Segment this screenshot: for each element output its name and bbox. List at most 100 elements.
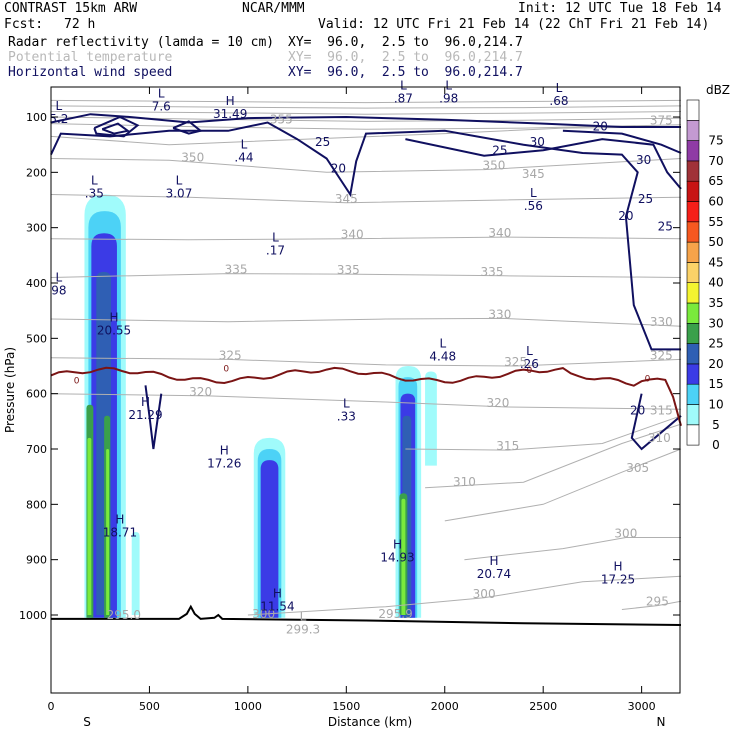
colorbar-swatch-13 (686, 160, 700, 182)
extremum-letter-9: L (530, 186, 537, 200)
extremum-value-2: 31.49 (213, 107, 247, 121)
theta-contour-0 (50, 99, 682, 104)
extremum-letter-14: L (526, 344, 533, 358)
colorbar-label-13: 65 (708, 174, 723, 188)
extremum-value-9: .56 (524, 199, 543, 213)
extremum-letter-16: L (343, 397, 350, 411)
extremum-letter-6: L (91, 174, 98, 188)
colorbar-swatch-12 (686, 180, 700, 202)
colorbar-swatch-0 (686, 424, 700, 446)
extremum-letter-12: H (109, 311, 118, 325)
extremum-letter-19: H (393, 538, 402, 552)
colorbar-label-14: 70 (708, 154, 723, 168)
theta-label-25: 295 (646, 595, 669, 609)
colorbar-swatch-5 (686, 322, 700, 344)
theta-label-17: 320 (486, 396, 509, 410)
extremum-letter-21: H (613, 560, 622, 574)
colorbar-label-7: 35 (708, 296, 723, 310)
colorbar-swatch-11 (686, 201, 700, 223)
field-radar-name: Radar reflectivity (lamda = 10 cm) (8, 35, 275, 50)
wind-label-0: 25 (315, 135, 330, 149)
colorbar-label-3: 15 (708, 377, 723, 391)
colorbar-swatch-14 (686, 140, 700, 162)
theta-label-16: 320 (189, 385, 212, 399)
theta-label-22: 305 (626, 461, 649, 475)
wind-contour-8 (172, 120, 203, 135)
colorbar-label-0: 0 (712, 438, 720, 452)
extremum-value-10: .17 (266, 244, 285, 258)
y-tick-label-1: 200 (26, 166, 47, 179)
colorbar-swatch-2 (686, 383, 700, 405)
plot-title: CONTRAST 15km ARW (4, 1, 138, 16)
extremum-letter-1: L (56, 99, 63, 113)
theta-label-28: 295.0 (107, 608, 141, 622)
extremum-value-19: 14.93 (380, 551, 414, 565)
x-axis-label: Distance (km) (328, 715, 412, 729)
theta-label-6: 340 (341, 228, 364, 242)
extremum-letter-0: L (158, 87, 165, 101)
colorbar-label-15: 75 (708, 134, 723, 148)
colorbar-label-6: 30 (708, 316, 723, 330)
zero-line-label-0: 0 (74, 377, 80, 387)
wind-contour-7 (630, 393, 682, 451)
extremum-letter-11: L (56, 270, 63, 284)
extremum-value-13: 4.48 (429, 350, 456, 364)
y-tick-label-0: 100 (26, 111, 47, 124)
colorbar-swatch-8 (686, 262, 700, 283)
extremum-letter-17: H (220, 444, 229, 458)
theta-contour-13 (405, 415, 682, 451)
reflectivity-cell-18 (131, 532, 140, 615)
extremum-value-7: 3.07 (166, 187, 193, 201)
y-axis-label: Pressure (hPa) (3, 347, 17, 433)
wind-label-3: 30 (530, 135, 545, 149)
extremum-value-18: 18.71 (103, 526, 137, 540)
zero-line-label-2: 0 (527, 366, 533, 376)
colorbar-label-10: 50 (708, 235, 723, 249)
theta-label-20: 310 (648, 431, 671, 445)
reflectivity-cell-10 (260, 460, 279, 618)
wind-contour-6 (144, 385, 163, 450)
wind-label-2: 25 (492, 144, 507, 158)
theta-label-4: 345 (335, 192, 358, 206)
theta-contour-5 (50, 126, 682, 146)
reflectivity-cell-17 (401, 498, 406, 615)
wind-label-6: 25 (638, 192, 653, 206)
field-theta-xy: XY= 96.0, 2.5 to 96.0,214.7 (288, 50, 523, 65)
y-tick-label-8: 900 (26, 554, 47, 567)
extremum-value-0: 7.6 (152, 100, 171, 114)
theta-label-24: 300 (473, 587, 496, 601)
theta-contour-4 (50, 123, 682, 130)
extremum-letter-18: H (115, 513, 124, 527)
extremum-letter-7: L (176, 174, 183, 188)
wind-label-9: 20 (630, 404, 645, 418)
colorbar-swatch-3 (686, 363, 700, 385)
wind-label-5: 30 (636, 153, 651, 167)
theta-contour-10 (50, 317, 682, 327)
theta-label-27: 295.9 (378, 607, 412, 621)
colorbar-swatch-1 (686, 404, 700, 426)
theta-label-26: 300 (252, 607, 275, 621)
colorbar-label-8: 40 (708, 276, 723, 290)
field-wind-name: Horizontal wind speed (8, 65, 173, 80)
colorbar-label-9: 45 (708, 255, 723, 269)
wind-contour-3 (562, 129, 682, 154)
extremum-value-14: .26 (520, 357, 539, 371)
wind-contour-1 (50, 121, 681, 351)
x-tick-label-2: 1000 (234, 700, 262, 713)
reflectivity-cell-12 (425, 371, 437, 466)
colorbar-swatch-7 (686, 282, 700, 304)
x-tick-label-0: 0 (48, 700, 55, 713)
extremum-letter-3: L (400, 78, 407, 92)
y-tick-label-5: 600 (26, 388, 47, 401)
extremum-value-12: 20.55 (97, 324, 131, 338)
reflectivity-cell-6 (87, 437, 92, 615)
colorbar-label-12: 60 (708, 195, 723, 209)
theta-contour-12 (50, 393, 682, 410)
theta-contour-9 (50, 273, 682, 278)
x-tick-label-3: 1500 (332, 700, 360, 713)
colorbar-swatch-15 (686, 120, 700, 141)
theta-label-10: 335 (481, 265, 504, 279)
theta-label-9: 335 (337, 263, 360, 277)
init-time: Init: 12 UTC Tue 18 Feb 14 (518, 1, 722, 16)
